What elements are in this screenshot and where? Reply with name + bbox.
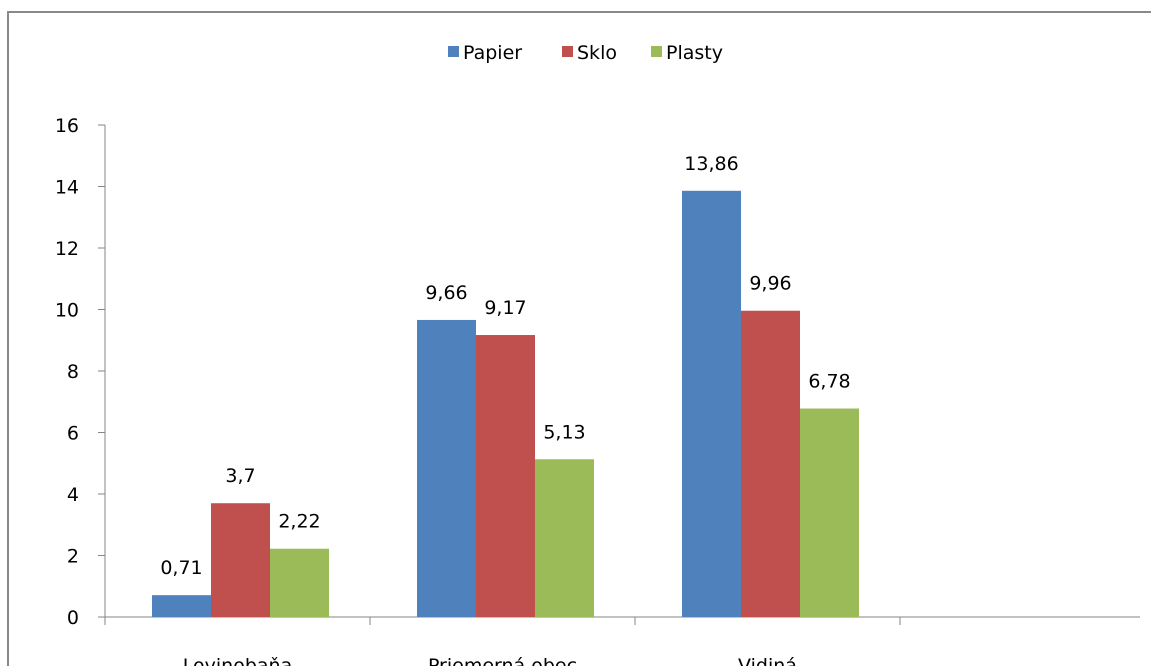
legend-swatch-sklo	[562, 46, 573, 57]
data-label: 3,7	[225, 465, 255, 487]
bar-plasty-0	[270, 548, 329, 617]
legend-swatch-plasty	[651, 46, 662, 57]
x-tick-label: Priemerná obec	[428, 655, 577, 666]
legend-label: Plasty	[666, 42, 723, 64]
bar-papier-2	[682, 190, 741, 617]
bar-papier-1	[417, 319, 476, 617]
x-tick-label: Lovinobaňa	[183, 655, 292, 666]
legend: Papier Sklo Plasty	[448, 42, 723, 64]
bar-plasty-2	[800, 408, 859, 617]
bar-sklo-0	[211, 503, 270, 617]
data-label: 6,78	[808, 371, 850, 393]
y-tick-label: 16	[55, 115, 79, 137]
data-label: 9,66	[425, 282, 467, 304]
y-tick-label: 12	[55, 238, 79, 260]
legend-swatch-papier	[448, 46, 459, 57]
y-tick-label: 14	[55, 177, 79, 199]
data-label: 2,22	[278, 511, 320, 533]
data-label: 9,17	[484, 297, 526, 319]
x-tick-label: Vidiná	[738, 655, 797, 666]
y-tick-label: 6	[67, 423, 79, 445]
data-labels: 0,71 9,66 13,86 3,7 9,17 9,96 2,22 5,13 6,78	[160, 153, 850, 579]
y-tick-label: 4	[67, 484, 79, 506]
bar-sklo-1	[476, 335, 535, 617]
y-tick-label: 8	[67, 361, 79, 383]
legend-label: Sklo	[577, 42, 617, 64]
y-tick-label: 2	[67, 546, 79, 568]
y-axis: 0 2 4 6 8 10 12 14 16	[55, 115, 106, 629]
bar-sklo-2	[741, 310, 800, 617]
data-label: 5,13	[543, 421, 585, 443]
x-axis: Lovinobaňa Priemerná obec Vidiná	[104, 616, 1140, 666]
data-label: 13,86	[684, 153, 738, 175]
y-tick-label: 0	[67, 607, 79, 629]
bar-papier-0	[152, 595, 211, 617]
data-label: 0,71	[160, 557, 202, 579]
bar-plasty-1	[535, 459, 594, 617]
data-label: 9,96	[749, 273, 791, 295]
bars	[152, 190, 859, 617]
y-tick-label: 10	[55, 300, 79, 322]
legend-label: Papier	[463, 42, 522, 64]
